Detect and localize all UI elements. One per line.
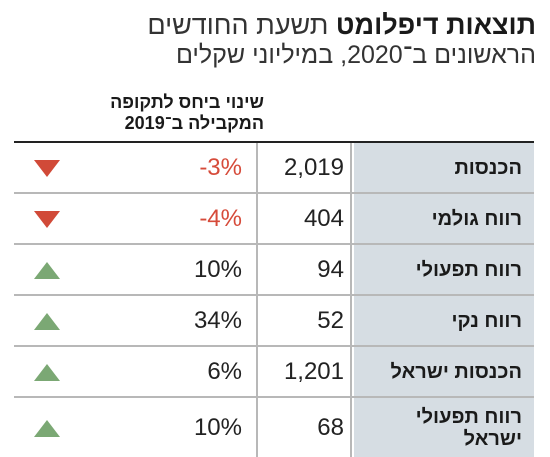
row-label: הכנסות [354, 143, 534, 192]
row-value: 68 [256, 398, 352, 457]
change-column-header-line2: המקבילה ב־2019 [124, 113, 264, 133]
title-regular: תשעת החודשים [147, 10, 329, 40]
up-triangle-icon [34, 261, 60, 279]
row-label: הכנסות ישראל [354, 347, 534, 396]
change-column-header: שינוי ביחס לתקופה המקבילה ב־2019 [34, 92, 264, 134]
row-change: 10% [193, 255, 242, 283]
results-table: הכנסות 2,019 -3% רווח גולמי 404 -4% רווח… [14, 141, 534, 457]
row-change: 10% [193, 413, 242, 441]
table-row: רווח תפעולי ישראל 68 10% [14, 396, 534, 457]
up-triangle-icon [34, 363, 60, 381]
subtitle: הראשונים ב־2020, במיליוני שקלים [175, 41, 536, 69]
row-value: 94 [256, 245, 352, 294]
table-row: הכנסות 2,019 -3% [14, 141, 534, 192]
row-label: רווח נקי [354, 296, 534, 345]
table-row: רווח נקי 52 34% [14, 294, 534, 345]
down-triangle-icon [34, 210, 60, 228]
row-value: 1,201 [256, 347, 352, 396]
row-value: 404 [256, 194, 352, 243]
title-bold: תוצאות דיפלומט [335, 10, 536, 40]
row-label: רווח תפעולי ישראל [354, 398, 534, 457]
table-row: הכנסות ישראל 1,201 6% [14, 345, 534, 396]
up-triangle-icon [34, 312, 60, 330]
table-row: רווח גולמי 404 -4% [14, 192, 534, 243]
row-change: 6% [207, 357, 242, 385]
table-row: רווח תפעולי 94 10% [14, 243, 534, 294]
row-value: 2,019 [256, 143, 352, 192]
row-value: 52 [256, 296, 352, 345]
page-title: תוצאות דיפלומט תשעת החודשים [16, 10, 536, 40]
row-label: רווח גולמי [354, 194, 534, 243]
header: תוצאות דיפלומט תשעת החודשים הראשונים ב־2… [16, 10, 536, 70]
row-change: -4% [199, 204, 242, 232]
down-triangle-icon [34, 159, 60, 177]
row-change: 34% [193, 306, 242, 334]
row-label: רווח תפעולי [354, 245, 534, 294]
up-triangle-icon [34, 419, 60, 437]
change-column-header-line1: שינוי ביחס לתקופה [110, 92, 264, 112]
row-change: -3% [199, 153, 242, 181]
